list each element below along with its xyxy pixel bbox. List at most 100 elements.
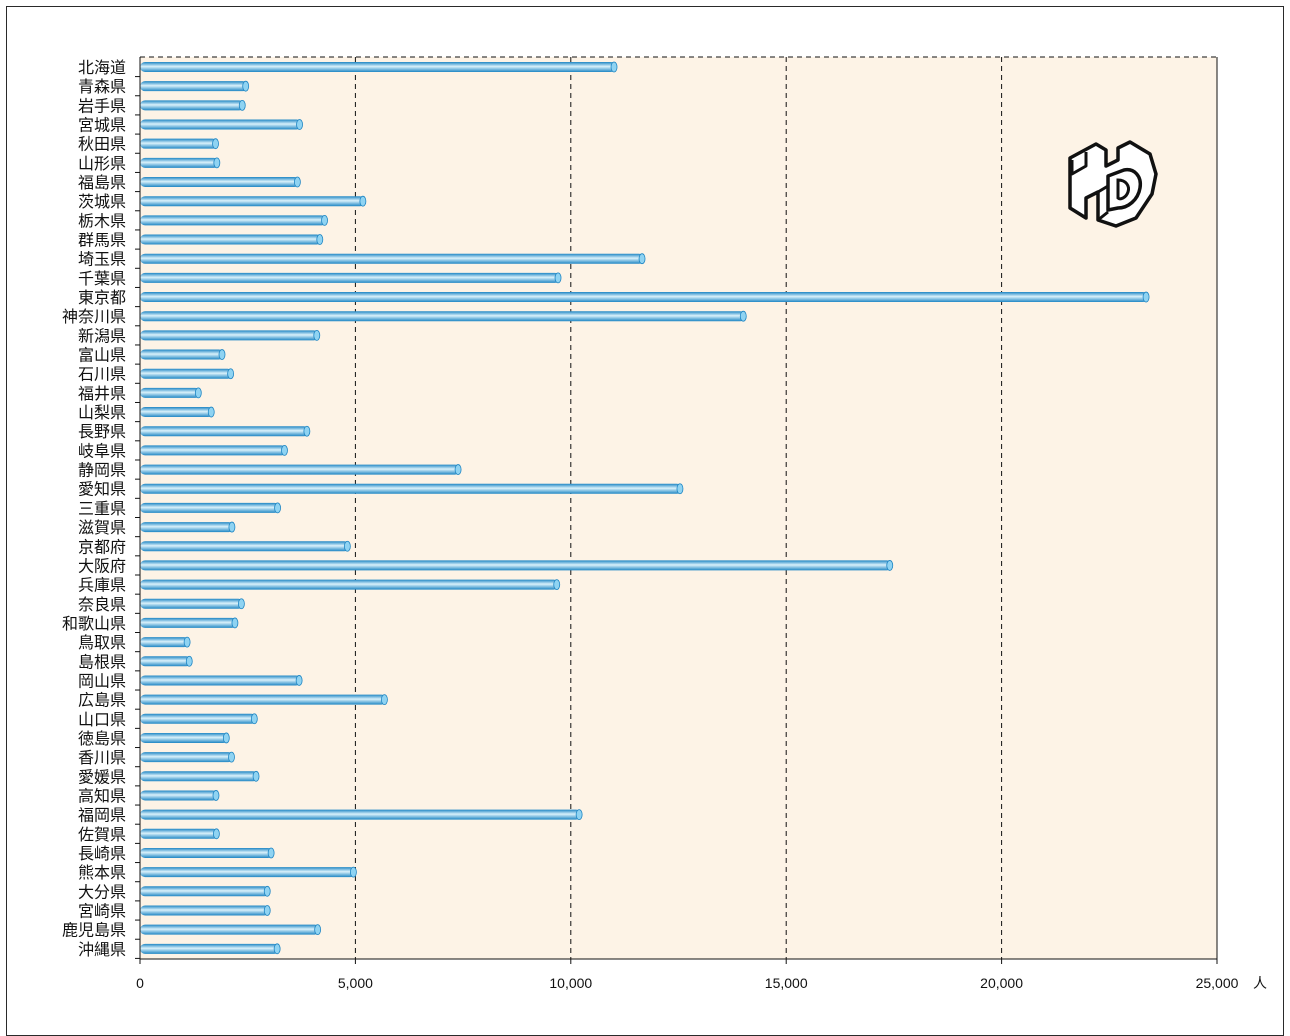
category-label: 山口県 bbox=[78, 710, 126, 729]
bar bbox=[140, 330, 319, 341]
bar-end-cap bbox=[228, 521, 236, 533]
bar-end-cap bbox=[222, 732, 230, 744]
category-labels: 北海道青森県岩手県宮城県秋田県山形県福島県茨城県栃木県群馬県埼玉県千葉県東京都神… bbox=[62, 58, 140, 959]
bar-end-cap bbox=[242, 80, 250, 92]
bar-end-cap bbox=[343, 540, 351, 552]
category-label: 埼玉県 bbox=[78, 250, 126, 269]
bar bbox=[140, 598, 244, 609]
category-label: 青森県 bbox=[78, 77, 126, 96]
category-label: 島根県 bbox=[78, 652, 126, 671]
bar-end-cap bbox=[237, 598, 245, 610]
bars bbox=[140, 61, 1150, 955]
category-label: 石川県 bbox=[78, 365, 126, 384]
bar-end-cap bbox=[321, 214, 328, 226]
bar-end-cap bbox=[252, 770, 260, 782]
bar bbox=[140, 100, 245, 111]
category-label: 三重県 bbox=[78, 499, 126, 518]
bar-end-cap bbox=[314, 924, 322, 936]
bar bbox=[140, 924, 320, 935]
x-tick-label: 10,000 bbox=[549, 975, 592, 991]
bar bbox=[140, 445, 287, 456]
category-label: 長野県 bbox=[78, 422, 126, 441]
bar bbox=[140, 732, 229, 743]
bar-end-cap bbox=[273, 943, 281, 955]
category-label: 山梨県 bbox=[78, 403, 126, 422]
bar-end-cap bbox=[313, 329, 321, 341]
bar bbox=[140, 81, 248, 92]
bar-end-cap bbox=[263, 905, 271, 916]
category-label: 岐阜県 bbox=[78, 441, 126, 460]
bar-end-cap bbox=[207, 406, 215, 418]
bar bbox=[140, 253, 645, 264]
bar bbox=[140, 541, 350, 552]
category-label: 栃木県 bbox=[78, 211, 126, 230]
category-label: 大分県 bbox=[78, 882, 126, 901]
bar bbox=[140, 579, 559, 590]
x-tick-label: 0 bbox=[136, 975, 144, 991]
bar-end-cap bbox=[638, 253, 646, 265]
bar bbox=[140, 292, 1149, 303]
category-label: 東京都 bbox=[78, 288, 126, 307]
bar-end-cap bbox=[296, 119, 303, 130]
bar-end-cap bbox=[227, 368, 235, 380]
bar-end-cap bbox=[295, 675, 303, 686]
bar-end-cap bbox=[228, 751, 235, 763]
bar bbox=[140, 368, 233, 379]
bar bbox=[140, 809, 582, 820]
bar bbox=[140, 694, 387, 705]
axes bbox=[139, 56, 1217, 960]
bar-end-cap bbox=[213, 157, 221, 169]
bar bbox=[140, 272, 561, 283]
bar bbox=[140, 637, 190, 648]
bar bbox=[140, 886, 270, 897]
bar bbox=[140, 847, 274, 858]
bar bbox=[140, 311, 746, 322]
bar-end-cap bbox=[349, 866, 357, 878]
bar-end-cap bbox=[886, 560, 894, 571]
category-label: 沖縄県 bbox=[78, 940, 126, 959]
bar bbox=[140, 215, 327, 226]
x-tick-label: 20,000 bbox=[980, 975, 1023, 991]
bar-end-cap bbox=[359, 195, 367, 207]
category-label: 滋賀県 bbox=[78, 518, 126, 537]
category-label: 北海道 bbox=[78, 58, 126, 77]
bar bbox=[140, 617, 237, 628]
bar bbox=[140, 752, 234, 763]
category-label: 宮崎県 bbox=[78, 901, 126, 920]
category-label: 広島県 bbox=[78, 691, 126, 710]
bar bbox=[140, 771, 259, 782]
bar-end-cap bbox=[213, 828, 220, 840]
grid-lines bbox=[354, 57, 1218, 959]
category-label: 長崎県 bbox=[78, 844, 126, 863]
bar-end-cap bbox=[250, 713, 258, 725]
category-label: 香川県 bbox=[78, 748, 126, 767]
category-label: 千葉県 bbox=[78, 269, 126, 288]
bar-end-cap bbox=[231, 617, 239, 629]
category-label: 熊本県 bbox=[78, 863, 126, 882]
category-label: 群馬県 bbox=[78, 231, 126, 250]
bar-end-cap bbox=[293, 176, 301, 188]
bar bbox=[140, 483, 682, 494]
category-label: 佐賀県 bbox=[78, 825, 126, 844]
bar bbox=[140, 387, 201, 398]
category-label: 福岡県 bbox=[78, 806, 126, 825]
bar-end-cap bbox=[212, 790, 220, 801]
category-label: 愛媛県 bbox=[78, 767, 126, 786]
bar bbox=[140, 62, 617, 72]
category-label: 富山県 bbox=[78, 346, 126, 365]
bar-end-cap bbox=[281, 444, 288, 456]
category-label: 新潟県 bbox=[78, 326, 126, 345]
bar bbox=[140, 138, 218, 149]
bar-end-cap bbox=[263, 885, 271, 897]
category-label: 宮城県 bbox=[78, 116, 126, 135]
plot-area bbox=[140, 57, 1217, 959]
bar bbox=[140, 464, 461, 475]
category-label: 鳥取県 bbox=[78, 633, 126, 652]
bar-end-cap bbox=[381, 694, 388, 706]
bar-end-cap bbox=[238, 99, 246, 111]
category-label: 和歌山県 bbox=[62, 614, 126, 633]
bar bbox=[140, 196, 365, 207]
bar-end-cap bbox=[316, 234, 324, 245]
x-tick-label: 15,000 bbox=[765, 975, 808, 991]
category-label: 高知県 bbox=[78, 786, 126, 805]
